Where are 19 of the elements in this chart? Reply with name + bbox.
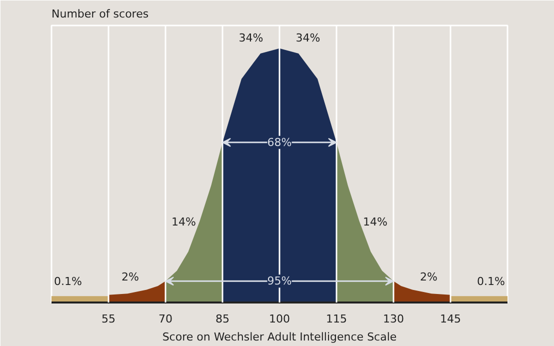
annotation: 0.1% xyxy=(54,275,82,288)
x-tick-label: 70 xyxy=(158,312,172,326)
x-tick-label: 130 xyxy=(383,312,404,326)
annotation: 68% xyxy=(267,136,292,149)
annotation: 0.1% xyxy=(477,275,505,288)
text: 34% xyxy=(296,31,320,44)
text: 34% xyxy=(238,31,264,44)
x-axis-title: Score on Wechsler Adult Intelligence Scale xyxy=(162,330,397,344)
x-tick-label: 145 xyxy=(440,312,461,326)
x-tick-label: 55 xyxy=(102,312,116,326)
annotation: 14% xyxy=(363,215,388,228)
annotation: 2% xyxy=(122,270,139,284)
annotation: 14% xyxy=(172,215,196,228)
y-axis-title: Number of scores xyxy=(52,8,149,20)
x-tick-label: 85 xyxy=(216,312,230,326)
annotation: 95% xyxy=(267,274,292,288)
x-tick-label: 115 xyxy=(326,312,347,326)
annotation: 2% xyxy=(420,270,438,284)
x-tick-label: 100 xyxy=(269,312,290,326)
